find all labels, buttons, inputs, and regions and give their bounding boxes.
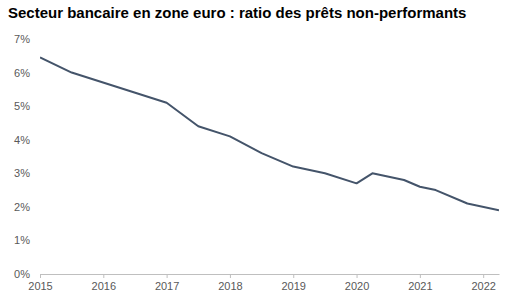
y-tick: 7% [14,33,40,45]
y-tick: 0% [14,268,40,280]
y-tick: 5% [14,100,40,112]
y-tick-label: 5% [14,100,30,112]
y-tick-label: 4% [14,134,30,146]
y-tick: 2% [14,201,40,213]
y-tick: 3% [14,167,40,179]
y-tick: 1% [14,234,40,246]
y-tick-label: 2% [14,201,30,213]
x-tick-label: 2018 [218,280,242,292]
x-tick-label: 2022 [471,280,495,292]
y-tick-label: 7% [14,33,30,45]
x-tick-mark [103,274,104,278]
y-tick: 4% [14,134,40,146]
plot: 0% 1% 2% 3% 4% 5% 6% 7% 2015 2016 2017 2018 2019 2020… [14,33,499,292]
x-tick-mark [167,274,168,278]
x-tick-mark [483,274,484,278]
x-tick-mark [357,274,358,278]
x-tick: 2018 [218,274,242,292]
x-tick-mark [293,274,294,278]
x-tick: 2019 [281,274,305,292]
x-tick-label: 2017 [155,280,179,292]
y-tick-label: 1% [14,234,30,246]
x-tick: 2017 [155,274,179,292]
x-axis: 2015 2016 2017 2018 2019 2020 2021 2022 [28,274,499,292]
y-axis-line [40,40,41,275]
x-axis-line [41,274,500,275]
y-axis: 0% 1% 2% 3% 4% 5% 6% 7% [14,33,40,280]
x-tick-label: 2021 [408,280,432,292]
marks [40,57,499,210]
x-tick: 2022 [471,274,495,292]
x-tick-label: 2015 [28,280,52,292]
x-tick: 2020 [345,274,369,292]
x-tick-mark [420,274,421,278]
x-tick: 2016 [92,274,116,292]
y-tick: 6% [14,67,40,79]
x-tick: 2021 [408,274,432,292]
x-tick-label: 2019 [281,280,305,292]
series-line [40,57,499,210]
x-tick-mark [40,274,41,278]
chart: Secteur bancaire en zone euro : ratio de… [0,0,507,296]
x-tick: 2015 [28,274,52,292]
y-tick-label: 0% [14,268,30,280]
y-tick-label: 3% [14,167,30,179]
x-tick-label: 2016 [92,280,116,292]
x-tick-mark [230,274,231,278]
title: Secteur bancaire en zone euro : ratio de… [8,4,466,21]
y-tick-label: 6% [14,67,30,79]
x-tick-label: 2020 [345,280,369,292]
